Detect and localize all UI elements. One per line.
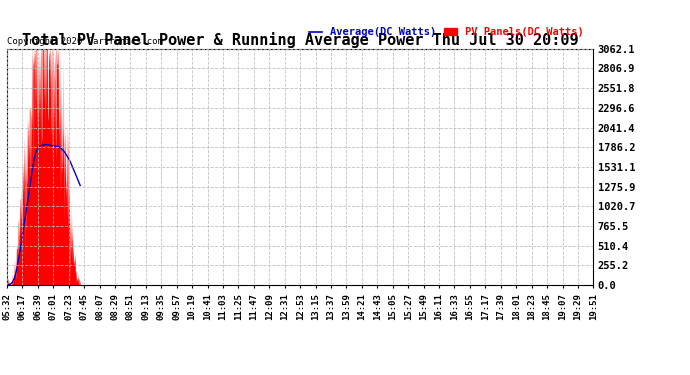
Text: Copyright 2020 Cartronics.com: Copyright 2020 Cartronics.com bbox=[7, 38, 163, 46]
Legend: Average(DC Watts), PV Panels(DC Watts): Average(DC Watts), PV Panels(DC Watts) bbox=[305, 23, 588, 42]
Title: Total PV Panel Power & Running Average Power Thu Jul 30 20:09: Total PV Panel Power & Running Average P… bbox=[22, 32, 578, 48]
